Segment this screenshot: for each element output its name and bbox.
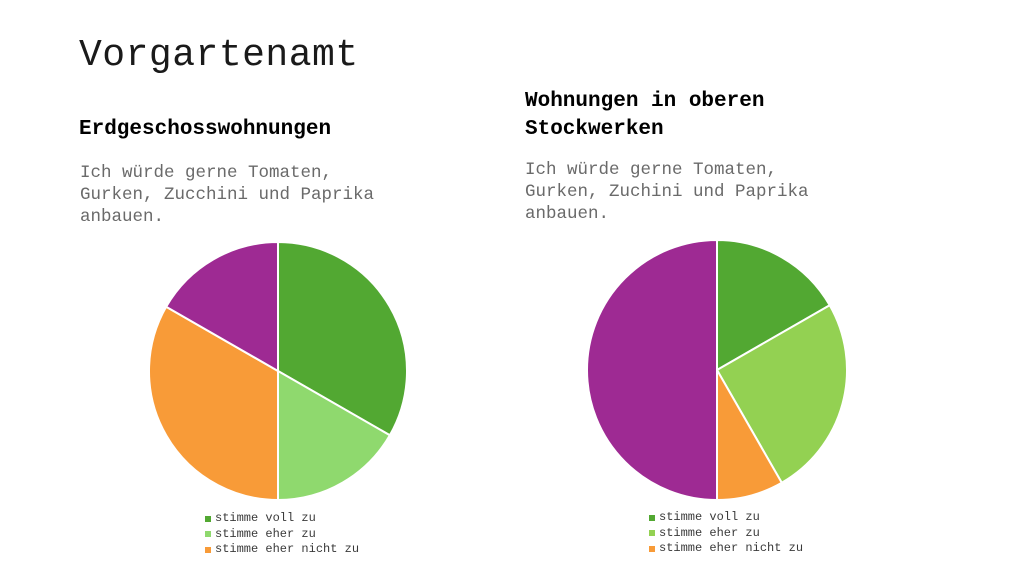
legend-swatch [205, 531, 211, 538]
pie-slice-stimme-eher-nicht-zu [148, 305, 279, 502]
chart-legend: stimme voll zu stimme eher zu stimme eher … [205, 511, 359, 558]
legend-item: stimme eher zu [205, 527, 359, 543]
legend-label: stimme eher nicht zu [659, 541, 804, 555]
pie-slice-unlabeled [586, 238, 718, 502]
pie-chart [148, 240, 408, 502]
pie-slice-stimme-voll-zu [277, 240, 408, 437]
legend-item: stimme eher nicht zu [205, 542, 359, 558]
chart-subtitle: Ich würde gerne Tomaten, Gurken, Zucchin… [80, 163, 375, 227]
legend-item: stimme voll zu [649, 510, 803, 526]
legend-swatch [649, 514, 655, 521]
legend-item: stimme eher nicht zu [649, 541, 803, 557]
slide-title: Vorgartenamt [79, 34, 359, 77]
legend-swatch [649, 545, 655, 552]
chart-title: Wohnungen in oberen Stockwerken [525, 90, 765, 141]
pie-slice-stimme-voll-zu [716, 238, 832, 372]
legend-label: stimme voll zu [215, 511, 316, 525]
legend-label: stimme voll zu [659, 510, 760, 524]
legend-swatch [649, 530, 655, 537]
pie-slice-stimme-eher-zu [277, 369, 392, 502]
legend-label: stimme eher nicht zu [215, 542, 360, 556]
chart-title: Erdgeschosswohnungen [79, 118, 332, 141]
legend-item: stimme eher zu [649, 526, 803, 542]
pie-chart [586, 238, 848, 502]
pie-slice-stimme-eher-zu [715, 303, 848, 485]
legend-label: stimme eher zu [659, 525, 760, 540]
legend-swatch [205, 546, 211, 553]
legend-label: stimme eher zu [215, 526, 316, 541]
legend-swatch [205, 515, 211, 522]
chart-legend: stimme voll zu stimme eher zu stimme eher … [649, 510, 803, 557]
chart-subtitle: Ich würde gerne Tomaten, Gurken, Zuchini… [525, 160, 809, 224]
pie-slice-unlabeled [164, 240, 279, 373]
legend-item: stimme voll zu [205, 511, 359, 527]
